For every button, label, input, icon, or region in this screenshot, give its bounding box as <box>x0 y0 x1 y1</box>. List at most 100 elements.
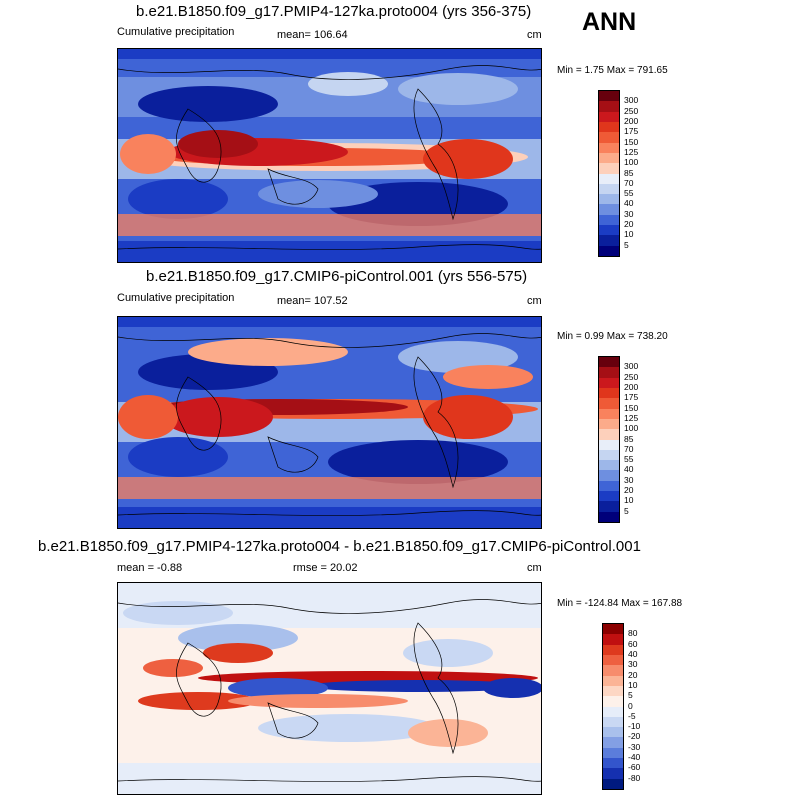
panel2-center-label: mean= 107.52 <box>277 295 348 307</box>
colorbar-segment <box>599 101 619 112</box>
colorbar-tick-label: 30 <box>628 659 638 670</box>
colorbar-tick-label: -20 <box>628 731 641 742</box>
colorbar-tick-label: 85 <box>624 167 634 178</box>
colorbar-segment <box>603 758 623 769</box>
colorbar-segment <box>599 225 619 236</box>
colorbar-segment <box>599 173 619 184</box>
colorbar-tick-label: 0 <box>628 700 633 711</box>
colorbar-tick-label: 10 <box>628 679 638 690</box>
colorbar-tick-label: 40 <box>628 648 638 659</box>
panel1-title: b.e21.B1850.f09_g17.PMIP4-127ka.proto004… <box>136 3 532 20</box>
colorbar-segment <box>599 449 619 461</box>
colorbar-segment <box>599 194 619 205</box>
colorbar-segment <box>599 183 619 195</box>
colorbar-segment <box>603 768 623 779</box>
colorbar-tick-label: 70 <box>624 443 634 454</box>
colorbar-segment <box>599 204 619 215</box>
panel3-title: b.e21.B1850.f09_g17.PMIP4-127ka.proto004… <box>38 538 641 555</box>
colorbar-segment <box>599 142 619 153</box>
panel1-center-label: mean= 106.64 <box>277 29 348 41</box>
colorbar-segment <box>603 685 623 697</box>
colorbar-tick-label: 40 <box>624 464 634 475</box>
panel3-colorbar <box>602 623 624 790</box>
colorbar-tick-label: 10 <box>624 229 634 240</box>
colorbar-tick-label: 40 <box>624 198 634 209</box>
colorbar-tick-label: 100 <box>624 423 639 434</box>
colorbar-segment <box>599 367 619 378</box>
panel3-colorbar-labels: 80 60 40 30 20 10 5 0 -5 -10 -20 -30 -40 -60 -80 <box>628 623 668 790</box>
colorbar-segment <box>599 152 619 164</box>
colorbar-tick-label: 300 <box>624 361 639 372</box>
panel2-title: b.e21.B1850.f09_g17.CMIP6-piControl.001 … <box>146 268 528 285</box>
colorbar-segment <box>603 747 623 759</box>
colorbar-segment <box>603 706 623 717</box>
panel1-map <box>117 48 542 263</box>
colorbar-segment <box>599 111 619 122</box>
colorbar-tick-label: 20 <box>624 485 634 496</box>
panel1-left-label: Cumulative precipitation <box>117 26 235 38</box>
colorbar-segment <box>599 470 619 481</box>
colorbar-tick-label: 150 <box>624 136 639 147</box>
colorbar-segment <box>599 132 619 143</box>
colorbar-segment <box>599 214 619 226</box>
colorbar-segment <box>603 654 623 666</box>
colorbar-tick-label: 250 <box>624 371 639 382</box>
colorbar-segment <box>599 491 619 502</box>
colorbar-segment <box>599 163 619 174</box>
panel1-colorbar-labels: 300 250 200 175 150 125 100 85 70 55 40 30 20 10 5 <box>624 90 664 257</box>
colorbar-segment <box>603 665 623 676</box>
colorbar-tick-label: 200 <box>624 115 639 126</box>
panel2-colorbar <box>598 356 620 523</box>
colorbar-tick-label: 100 <box>624 157 639 168</box>
colorbar-segment <box>599 377 619 388</box>
colorbar-tick-label: 200 <box>624 381 639 392</box>
colorbar-segment <box>603 727 623 738</box>
colorbar-tick-label: 60 <box>628 638 638 649</box>
panel1-units: cm <box>527 29 542 41</box>
season-label: ANN <box>582 8 637 36</box>
colorbar-tick-label: 5 <box>624 239 629 250</box>
panel3-map <box>117 582 542 795</box>
colorbar-segment <box>599 429 619 440</box>
colorbar-segment <box>603 696 623 707</box>
colorbar-segment <box>599 121 619 133</box>
panel2-map <box>117 316 542 529</box>
colorbar-tick-label: 125 <box>624 146 639 157</box>
colorbar-tick-label: 175 <box>624 392 639 403</box>
colorbar-tick-label: -80 <box>628 772 641 783</box>
colorbar-tick-label: -5 <box>628 710 636 721</box>
colorbar-segment <box>603 737 623 748</box>
colorbar-tick-label: -40 <box>628 752 641 763</box>
colorbar-tick-label: 30 <box>624 474 634 485</box>
colorbar-segment <box>599 418 619 430</box>
colorbar-tick-label: 55 <box>624 188 634 199</box>
panel3-range: Min = -124.84 Max = 167.88 <box>557 598 683 609</box>
colorbar-tick-label: 125 <box>624 412 639 423</box>
colorbar-tick-label: 80 <box>628 628 638 639</box>
panel2-units: cm <box>527 295 542 307</box>
panel1-range: Min = 1.75 Max = 791.65 <box>557 65 668 76</box>
colorbar-segment <box>599 357 619 368</box>
colorbar-segment <box>599 501 619 512</box>
colorbar-tick-label: 150 <box>624 402 639 413</box>
colorbar-segment <box>603 644 623 655</box>
colorbar-segment <box>603 634 623 645</box>
colorbar-segment <box>603 675 623 686</box>
panel2-range: Min = 0.99 Max = 738.20 <box>557 331 668 342</box>
colorbar-segment <box>599 245 619 256</box>
colorbar-segment <box>603 716 623 728</box>
panel1-colorbar <box>598 90 620 257</box>
colorbar-tick-label: 55 <box>624 454 634 465</box>
colorbar-tick-label: -10 <box>628 721 641 732</box>
colorbar-tick-label: 70 <box>624 177 634 188</box>
colorbar-segment <box>599 235 619 246</box>
colorbar-segment <box>599 398 619 409</box>
panel3-left-label: mean = -0.88 <box>117 562 183 574</box>
colorbar-segment <box>599 480 619 492</box>
colorbar-tick-label: 30 <box>624 208 634 219</box>
panel3-units: cm <box>527 562 542 574</box>
colorbar-segment <box>599 91 619 102</box>
panel2-left-label: Cumulative precipitation <box>117 292 235 304</box>
colorbar-tick-label: -30 <box>628 741 641 752</box>
colorbar-tick-label: 10 <box>624 495 634 506</box>
